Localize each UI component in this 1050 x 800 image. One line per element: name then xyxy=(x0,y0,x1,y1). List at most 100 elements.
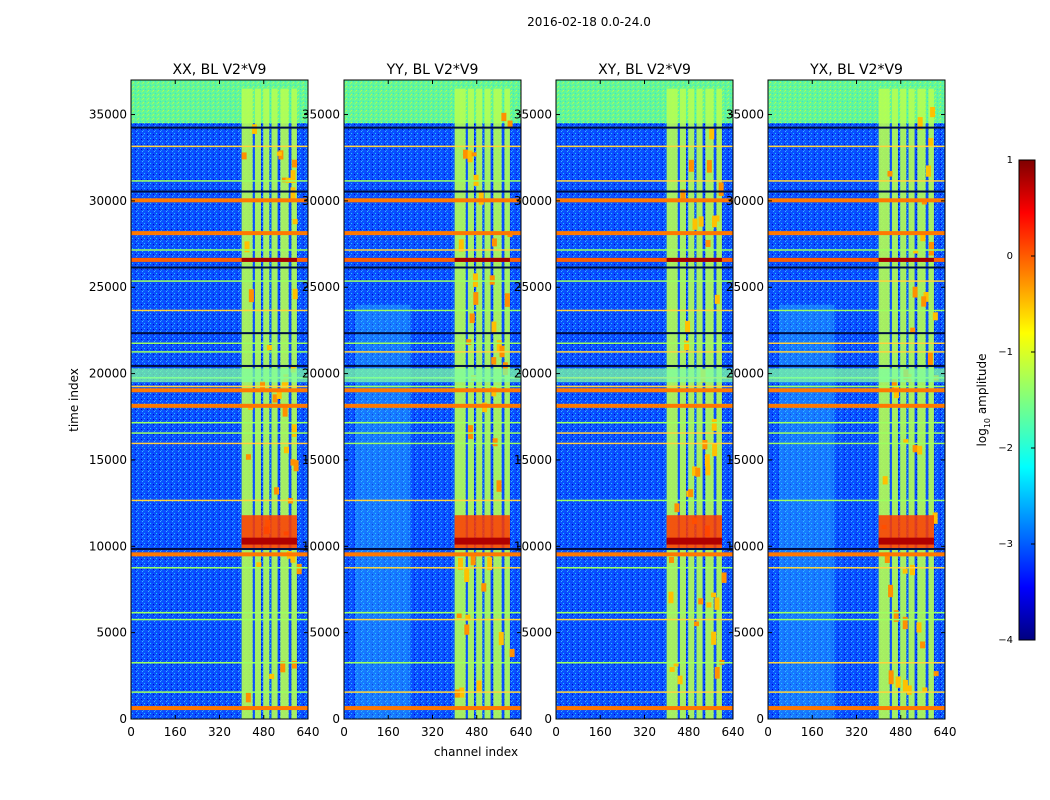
x-tick-label: 640 xyxy=(934,725,957,739)
rfi-blob xyxy=(471,152,477,157)
rfi-blob xyxy=(296,563,302,575)
rfi-blob xyxy=(454,689,460,698)
flag-row xyxy=(556,280,733,282)
colorbar-tick-label: −1 xyxy=(998,347,1013,358)
panel-title: YX, BL V2*V9 xyxy=(809,62,903,78)
y-tick-label: 30000 xyxy=(514,194,552,208)
y-tick-label: 10000 xyxy=(89,539,127,553)
rfi-row xyxy=(768,198,945,203)
rfi-blob xyxy=(293,460,299,472)
rfi-blob xyxy=(291,660,297,669)
y-tick-label: 5000 xyxy=(733,626,764,640)
flag-row xyxy=(768,432,945,434)
rfi-blob xyxy=(464,624,470,635)
figure-title: 2016-02-18 0.0-24.0 xyxy=(527,15,651,29)
rfi-blob xyxy=(903,439,909,444)
y-tick-label: 5000 xyxy=(309,626,340,640)
panel-title: XY, BL V2*V9 xyxy=(598,62,691,78)
y-tick-label: 35000 xyxy=(726,108,764,122)
flag-row xyxy=(344,309,521,312)
rfi-row-strong xyxy=(344,257,521,262)
rfi-blob xyxy=(692,218,698,230)
top-band-noise xyxy=(344,80,521,124)
rfi-blob xyxy=(714,215,720,222)
rfi-row-strong xyxy=(768,257,945,262)
x-tick-label: 320 xyxy=(421,725,444,739)
rfi-blob xyxy=(706,160,712,173)
colorbar: 10−1−2−3−4 log10 amplitude xyxy=(975,155,1036,646)
rfi-blob xyxy=(496,480,502,492)
colorbar-label-main: log xyxy=(975,428,989,446)
rfi-blob xyxy=(280,661,286,673)
flag-row xyxy=(556,618,733,621)
y-tick-label: 0 xyxy=(332,712,340,726)
flag-row xyxy=(131,618,308,621)
rfi-blob xyxy=(721,572,727,583)
strong-signal-core xyxy=(666,537,722,545)
x-tick-label: 160 xyxy=(164,725,187,739)
top-band-noise xyxy=(131,80,308,124)
dark-row xyxy=(768,548,945,551)
rfi-row xyxy=(344,231,521,236)
rfi-blob xyxy=(466,339,472,345)
flag-row xyxy=(768,145,945,148)
rfi-blob xyxy=(705,465,711,476)
rfi-blob xyxy=(712,443,718,457)
x-tick-label: 0 xyxy=(764,725,772,739)
rfi-blob xyxy=(468,425,474,440)
rfi-row xyxy=(768,552,945,557)
rfi-blob xyxy=(711,631,717,645)
rfi-blob xyxy=(481,583,487,592)
rfi-blob xyxy=(464,568,470,583)
colorbar-gradient xyxy=(1018,159,1036,641)
colorbar-tick-label: −2 xyxy=(998,443,1013,454)
rfi-blob xyxy=(922,687,928,693)
x-tick-label: 320 xyxy=(633,725,656,739)
rfi-blob xyxy=(668,556,674,563)
rfi-blob xyxy=(282,405,288,417)
rfi-row xyxy=(344,552,521,557)
x-tick-label: 480 xyxy=(677,725,700,739)
x-tick-label: 0 xyxy=(127,725,135,739)
rfi-blob xyxy=(902,616,908,630)
dark-row xyxy=(768,364,945,367)
flag-row xyxy=(556,567,733,569)
rfi-blob xyxy=(496,340,502,352)
flag-row xyxy=(344,280,521,282)
rfi-blob xyxy=(292,288,298,300)
rfi-blob xyxy=(491,238,497,247)
flag-row xyxy=(768,618,945,621)
rfi-row-strong-band xyxy=(454,257,510,262)
rfi-blob xyxy=(709,128,715,140)
y-tick-label: 0 xyxy=(119,712,127,726)
rfi-blob xyxy=(292,159,298,168)
rfi-blob xyxy=(476,680,482,692)
rfi-blob xyxy=(276,389,282,400)
dark-row xyxy=(131,266,308,269)
rfi-blob xyxy=(705,239,711,247)
flag-row xyxy=(768,342,945,345)
y-tick-label: 5000 xyxy=(96,626,127,640)
dark-row xyxy=(131,190,308,193)
rfi-blob xyxy=(281,177,287,183)
rfi-blob xyxy=(920,232,926,242)
rfi-blob xyxy=(283,446,289,454)
x-tick-label: 480 xyxy=(889,725,912,739)
dark-row xyxy=(768,332,945,335)
mid-band xyxy=(131,368,308,383)
flag-row xyxy=(344,662,521,664)
y-tick-label: 10000 xyxy=(514,539,552,553)
x-tick-label: 160 xyxy=(801,725,824,739)
dark-row xyxy=(131,126,308,129)
rfi-blob xyxy=(884,552,890,564)
flag-row xyxy=(344,442,521,445)
flag-row xyxy=(344,249,521,251)
flag-row xyxy=(768,611,945,614)
dark-row xyxy=(768,126,945,129)
rfi-blob xyxy=(882,476,888,485)
rfi-blob xyxy=(487,557,493,571)
rfi-blob xyxy=(706,602,712,608)
flag-row xyxy=(344,342,521,345)
flag-row xyxy=(131,611,308,614)
